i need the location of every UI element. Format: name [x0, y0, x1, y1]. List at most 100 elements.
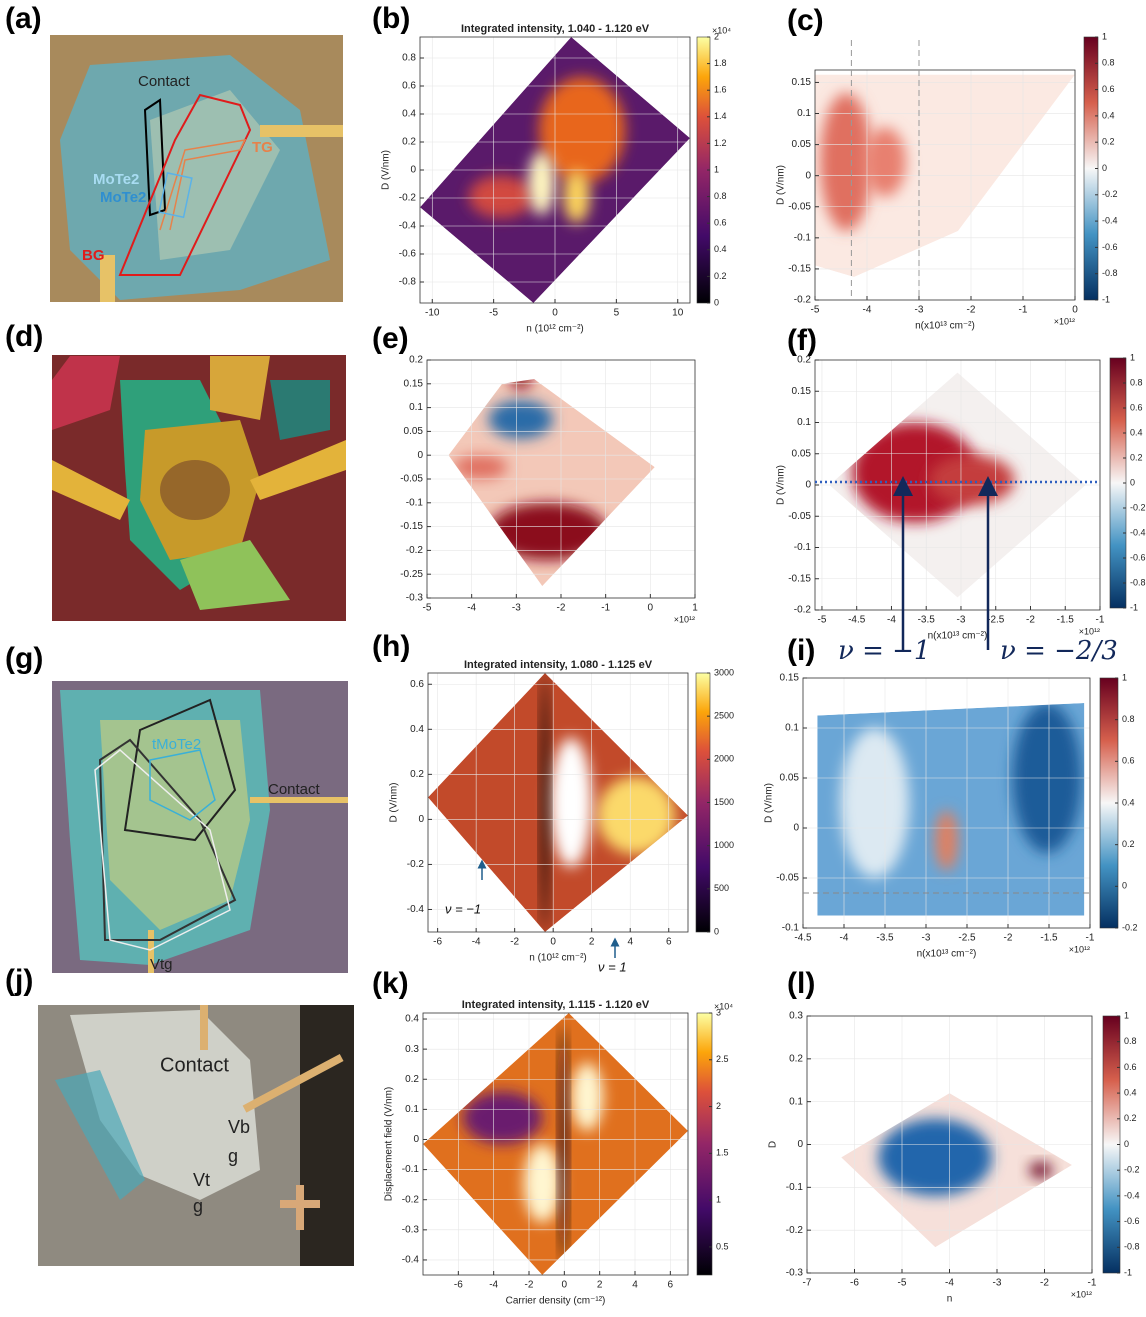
annotation: Vt — [193, 1170, 210, 1190]
x-tick-label: -5 — [811, 305, 820, 316]
heatmap — [841, 1093, 1073, 1248]
plot-frame — [419, 36, 691, 304]
y-tick-label: -0.3 — [402, 1224, 420, 1235]
colorbar-tick-label: 0.6 — [1124, 1062, 1137, 1072]
heatmap-feature — [559, 1026, 568, 1262]
x-tick-label: -6 — [850, 1278, 859, 1289]
plot-frame — [426, 359, 696, 599]
x-tick-label: -2 — [1040, 1278, 1049, 1289]
colorbar-tick-label: 1 — [1122, 672, 1127, 682]
x-tick-label: -6 — [433, 937, 442, 948]
y-tick-label: -0.1 — [794, 232, 812, 243]
colorbar-tick-label: -0.2 — [1122, 922, 1138, 932]
heatmap-panel: -5 -4.5 -4 -3.5 -3 -2.5 -2 -1.5 -1 -0.2 -0.15 -0.1 -… — [776, 352, 1146, 641]
y-tick-label: 0.15 — [792, 77, 812, 88]
x-tick-label: -1 — [1086, 933, 1095, 944]
y-tick-label: 0.1 — [797, 417, 811, 428]
micrograph: Contact TG MoTe2 MoTe2 BG — [50, 35, 343, 302]
heatmap-panel: -4.5 -4 -3.5 -3 -2.5 -2 -1.5 -1 -0.1 -0.05 0 0.05 0.… — [764, 672, 1138, 959]
x-axis-label: n (10¹² cm⁻²) — [529, 953, 587, 964]
heatmap — [423, 1013, 688, 1275]
x-tick-label: -4.5 — [848, 615, 866, 626]
y-tick-label: 0.6 — [410, 679, 424, 690]
colorbar-tick-label: 0.8 — [714, 191, 727, 201]
y-axis-label: D (V/nm) — [776, 465, 787, 505]
colorbar-tick-label: 1 — [1130, 352, 1135, 362]
heatmap-region — [423, 1013, 688, 1275]
y-tick-label: 0.05 — [792, 448, 812, 459]
x-tick-label: -4.5 — [794, 933, 812, 944]
plot-title: Integrated intensity, 1.040 - 1.120 eV — [461, 23, 650, 35]
colorbar-tick-label: 3 — [716, 1007, 721, 1017]
y-tick-label: 0.3 — [789, 1011, 803, 1022]
x-tick-label: -6 — [454, 1280, 463, 1291]
colorbar-tick-label: 2.5 — [716, 1054, 729, 1064]
annotation: ν = 1 — [598, 959, 627, 974]
colorbar-tick-label: 1.6 — [714, 85, 727, 95]
y-axis-label: D (V/nm) — [764, 783, 775, 823]
x-tick-label: -3 — [915, 305, 924, 316]
x-exponent: ×10¹² — [674, 614, 695, 624]
plots: -10 -5 0 5 10-0.8-0.6-0.4-0.200.20.40.60.8In… — [381, 23, 1146, 1307]
colorbar-tick-label: 1.5 — [716, 1148, 729, 1158]
x-tick-label: -1.5 — [1057, 615, 1075, 626]
x-tick-label: 1 — [692, 603, 698, 614]
panel-label: (a) — [5, 2, 42, 35]
panel-label: (h) — [372, 630, 410, 663]
colorbar-tick-label: -0.8 — [1130, 577, 1146, 587]
colorbar-tick-label: 0.8 — [1102, 58, 1115, 68]
y-tick-label: -0.3 — [406, 593, 424, 604]
colorbar-tick-label: -1 — [1102, 294, 1110, 304]
y-tick-label: -0.1 — [402, 1164, 420, 1175]
heatmap — [428, 673, 688, 932]
y-tick-label: -0.2 — [407, 859, 425, 870]
colorbar-tick-label: -0.8 — [1102, 268, 1118, 278]
colorbar-exponent: ×10⁴ — [712, 25, 731, 35]
plot-frame — [806, 1015, 1093, 1274]
x-tick-label: -1 — [1019, 305, 1028, 316]
colorbar-tick-label: -0.2 — [1102, 189, 1118, 199]
colorbar-tick-label: 0 — [1124, 1139, 1129, 1149]
x-tick-label: -4 — [863, 305, 872, 316]
annotation: g — [228, 1146, 238, 1166]
plot-title: Integrated intensity, 1.115 - 1.120 eV — [462, 999, 650, 1011]
colorbar-tick-label: 2000 — [714, 754, 734, 764]
x-tick-label: -2 — [525, 1280, 534, 1291]
x-exponent: ×10¹² — [1071, 1289, 1092, 1299]
colorbar-tick-label: 0.8 — [1124, 1036, 1137, 1046]
y-axis-label: D (V/nm) — [389, 783, 400, 823]
colorbar-tick-label: 0.2 — [1124, 1113, 1137, 1123]
micrograph — [52, 355, 346, 621]
y-tick-label: 0 — [417, 450, 423, 461]
colorbar-tick-label: 0.4 — [1122, 797, 1135, 807]
colorbar-tick-label: 1.8 — [714, 58, 727, 68]
x-axis-label: Carrier density (cm⁻¹²) — [506, 1296, 606, 1307]
x-tick-label: -2.5 — [958, 933, 976, 944]
y-tick-label: 0.4 — [410, 724, 424, 735]
x-tick-label: -1.5 — [1040, 933, 1058, 944]
colorbar-tick-label: -0.2 — [1124, 1165, 1140, 1175]
annotation: g — [193, 1196, 203, 1216]
y-tick-label: -0.2 — [794, 605, 812, 616]
colorbar-tick-label: 2500 — [714, 711, 734, 721]
x-exponent: ×10¹² — [1054, 316, 1075, 326]
colorbar-tick-label: -0.2 — [1130, 502, 1146, 512]
colorbar-tick-label: 0.2 — [1122, 839, 1135, 849]
y-tick-label: -0.05 — [788, 201, 811, 212]
heatmap-feature — [541, 673, 549, 932]
y-tick-label: 0 — [418, 814, 424, 825]
x-tick-label: -3 — [922, 933, 931, 944]
y-tick-label: -0.05 — [400, 474, 423, 485]
x-tick-label: -2 — [510, 937, 519, 948]
y-tick-label: -0.1 — [786, 1182, 804, 1193]
colorbar-tick-label: 0.4 — [1130, 427, 1143, 437]
colorbar-tick-label: 0 — [1102, 163, 1107, 173]
y-tick-label: -0.1 — [406, 497, 424, 508]
colorbar-tick-label: -0.6 — [1102, 242, 1118, 252]
colorbar-tick-label: -1 — [1124, 1267, 1132, 1277]
y-tick-label: 0 — [797, 1139, 803, 1150]
x-axis-label: n (10¹² cm⁻²) — [526, 324, 584, 335]
y-axis-label: D (V/nm) — [776, 165, 787, 205]
colorbar-tick-label: 0.6 — [1130, 402, 1143, 412]
